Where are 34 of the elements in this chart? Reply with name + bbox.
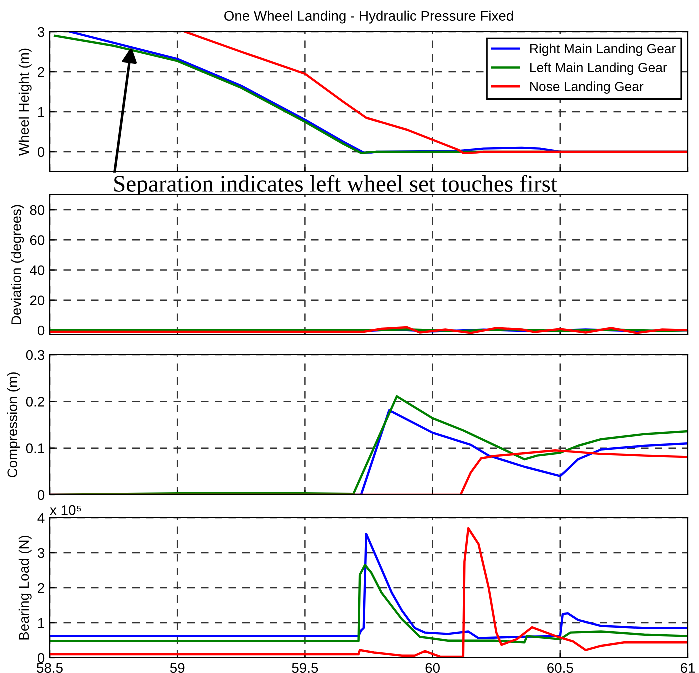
x-tick-label: 60.5 <box>548 663 574 673</box>
y-tick-label: 0 <box>38 653 45 664</box>
y-tick-label: 20 <box>30 296 45 306</box>
chart-title: One Wheel Landing - Hydraulic Pressure Fixed <box>224 10 514 24</box>
text: x 10⁵ <box>50 505 82 516</box>
y-axis-title: Bearing Load (N) <box>18 536 32 640</box>
y-tick-label: 0 <box>38 490 45 500</box>
annotation: Separation indicates left wheel set touches first <box>114 175 558 197</box>
y-axis-title: Deviation (degrees) <box>11 205 24 324</box>
y-tick-label: 4 <box>38 513 45 524</box>
x-tick-label: 61 <box>680 663 696 673</box>
y-tick-label: 2 <box>38 583 44 594</box>
legend-label: Right Main Landing Gear <box>530 44 676 56</box>
y-tick-label: 60 <box>30 235 45 246</box>
y-tick-label: 1 <box>38 107 44 118</box>
y-tick-label: 0.2 <box>26 397 44 407</box>
legend-label: Nose Landing Gear <box>530 82 644 94</box>
y-tick-label: 1 <box>38 618 44 628</box>
x-tick-label: 60 <box>426 663 440 673</box>
y-tick-label: 40 <box>30 266 45 276</box>
x-tick-label: 59 <box>170 663 185 673</box>
x-tick-label: 58.5 <box>37 663 63 673</box>
y-tick-label: 0.1 <box>26 444 44 454</box>
y-tick-label: 0 <box>38 326 45 336</box>
y-tick-label: 2 <box>38 67 44 78</box>
y-tick-label: 0.3 <box>26 350 45 360</box>
y-tick-label: 3 <box>38 27 45 38</box>
y-axis-title: Compression (m) <box>7 372 20 478</box>
y-tick-label: 0 <box>38 147 45 158</box>
y-axis-title: Wheel Height (m) <box>18 48 32 156</box>
y-tick-label: 3 <box>38 548 45 558</box>
legend-label: Left Main Landing Gear <box>530 62 668 76</box>
y-tick-label: 80 <box>30 205 45 216</box>
x-tick-label: 59.5 <box>292 663 318 673</box>
